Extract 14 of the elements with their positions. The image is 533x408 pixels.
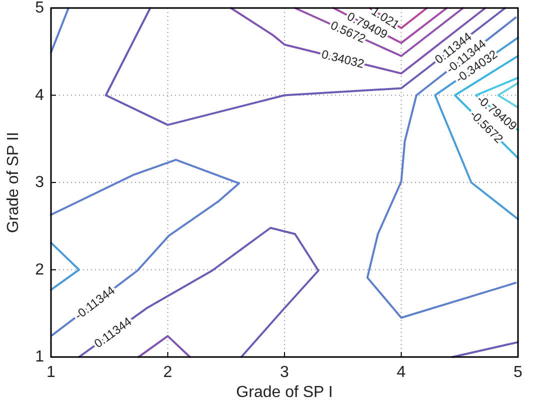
y-tick-label: 5 <box>35 0 44 16</box>
y-tick-label: 2 <box>35 261 44 278</box>
x-tick-label: 1 <box>46 364 56 381</box>
x-tick-label: 2 <box>163 364 172 381</box>
y-tick-label: 4 <box>35 86 44 104</box>
line-series <box>78 226 320 358</box>
x-tick-label: 4 <box>396 364 406 381</box>
x-axis-title: Grade of SP I <box>236 384 333 401</box>
x-tick-label: 3 <box>280 364 290 381</box>
text: 0.34032 <box>320 47 366 72</box>
x-tick-label: 5 <box>514 364 523 381</box>
y-axis-title: Grade of SP II <box>5 132 22 234</box>
y-tick-label: 3 <box>35 174 44 191</box>
y-tick-label: 1 <box>35 348 44 366</box>
